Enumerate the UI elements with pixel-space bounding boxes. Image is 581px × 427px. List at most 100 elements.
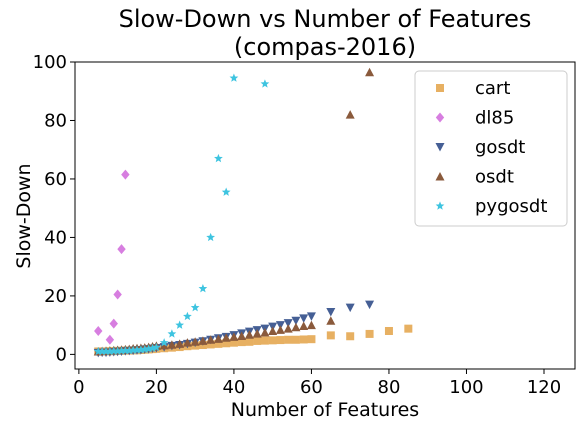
data-point-dl85-3 [113, 289, 122, 300]
data-point-dl85-2 [109, 318, 118, 329]
data-point-pygosdt-6 [117, 346, 126, 355]
chart-title-line-1: Slow-Down vs Number of Features [119, 5, 532, 33]
chart-title-line-2: (compas-2016) [234, 33, 416, 61]
data-point-pygosdt-12 [140, 344, 150, 354]
data-point-osdt-16 [159, 340, 169, 350]
x-tick-label: 60 [300, 377, 323, 398]
data-point-gosdt-32 [283, 319, 293, 328]
y-tick-label: 100 [33, 52, 67, 73]
data-point-cart-27 [245, 337, 254, 346]
data-point-osdt-29 [260, 327, 270, 337]
data-point-pygosdt-21 [198, 284, 208, 293]
data-point-gosdt-34 [299, 314, 309, 323]
data-point-pygosdt-14 [148, 343, 157, 352]
data-point-pygosdt-0 [93, 346, 103, 356]
data-point-pygosdt-3 [105, 346, 115, 356]
legend-items: cart dl85 gosdt osdt pygosdt [435, 78, 547, 217]
data-point-osdt-33 [291, 322, 301, 332]
data-point-cart-26 [237, 338, 246, 347]
x-tick-label: 120 [527, 377, 561, 398]
data-point-pygosdt-4 [109, 346, 119, 355]
data-point-osdt-22 [206, 335, 216, 344]
data-point-cart-29 [260, 336, 269, 345]
data-point-gosdt-35 [306, 312, 316, 321]
legend-label-gosdt: gosdt [475, 137, 525, 158]
x-tick-label: 20 [145, 377, 168, 398]
data-point-cart-31 [276, 336, 285, 345]
x-tick-label: 0 [73, 377, 84, 398]
data-point-pygosdt-19 [183, 311, 192, 321]
data-point-dl85-5 [121, 169, 130, 180]
legend-label-cart: cart [475, 78, 510, 99]
data-point-cart-22 [206, 340, 215, 349]
data-point-gosdt-38 [365, 300, 375, 310]
data-point-osdt-36 [326, 316, 336, 325]
data-point-gosdt-33 [291, 316, 301, 326]
y-tick-label: 60 [44, 169, 67, 190]
data-point-pygosdt-23 [214, 153, 223, 163]
plot-area-frame [74, 61, 576, 370]
data-point-pygosdt-11 [136, 345, 146, 354]
data-point-pygosdt-8 [124, 345, 134, 355]
data-point-pygosdt-24 [221, 187, 231, 196]
y-tick-label: 0 [56, 344, 67, 365]
x-axis-label: Number of Features [231, 399, 419, 421]
data-point-pygosdt-25 [229, 73, 239, 82]
data-point-osdt-38 [365, 67, 375, 77]
data-point-osdt-28 [252, 329, 262, 338]
x-tick-label: 80 [378, 377, 401, 398]
y-tick-label: 80 [44, 110, 67, 131]
legend-marker-osdt [435, 172, 445, 181]
data-point-dl85-1 [105, 334, 115, 345]
legend-marker-gosdt [435, 143, 445, 152]
data-point-pygosdt-13 [144, 344, 154, 353]
data-point-osdt-25 [229, 332, 239, 341]
data-point-pygosdt-26 [260, 79, 270, 88]
legend-box [414, 70, 568, 227]
data-point-gosdt-37 [345, 303, 355, 313]
data-point-pygosdt-7 [121, 345, 130, 355]
data-point-pygosdt-16 [159, 338, 169, 347]
data-point-pygosdt-9 [128, 345, 138, 355]
data-point-osdt-35 [306, 320, 316, 330]
data-point-osdt-20 [190, 337, 200, 346]
data-point-cart-37 [346, 332, 355, 341]
legend-marker-cart [436, 84, 444, 92]
data-point-pygosdt-10 [132, 345, 142, 354]
data-point-cart-36 [326, 331, 335, 340]
data-point-cart-32 [284, 335, 293, 344]
data-point-pygosdt-15 [152, 342, 161, 352]
y-tick-label: 40 [44, 227, 67, 248]
legend-marker-pygosdt [435, 201, 445, 210]
data-point-cart-30 [268, 336, 277, 345]
data-point-pygosdt-2 [101, 346, 111, 356]
data-point-cart-38 [365, 329, 374, 338]
data-point-cart-23 [214, 339, 223, 348]
legend: cart dl85 gosdt osdt pygosdt [414, 70, 568, 227]
data-point-osdt-37 [345, 110, 355, 119]
y-tick-label: 20 [44, 286, 67, 307]
data-point-osdt-26 [237, 331, 247, 340]
data-point-cart-39 [384, 326, 393, 335]
data-point-cart-33 [291, 335, 300, 344]
data-point-pygosdt-22 [206, 232, 216, 242]
y-axis-ticks: 0 20 40 60 80 100 [33, 52, 75, 365]
data-point-cart-25 [229, 338, 238, 347]
data-point-pygosdt-20 [190, 303, 200, 312]
y-axis-label: Slow-Down [13, 163, 35, 268]
data-point-osdt-23 [213, 334, 223, 343]
legend-label-dl85: dl85 [475, 108, 514, 129]
data-point-osdt-19 [182, 338, 192, 347]
data-point-cart-34 [299, 335, 308, 344]
data-point-dl85-4 [117, 244, 126, 255]
data-point-cart-40 [404, 324, 413, 333]
data-point-gosdt-36 [326, 307, 336, 317]
data-point-osdt-31 [275, 325, 285, 334]
plot-markers [93, 67, 413, 358]
data-point-osdt-21 [198, 336, 208, 345]
data-point-cart-24 [222, 339, 231, 348]
data-point-osdt-32 [283, 324, 293, 333]
legend-label-osdt: osdt [475, 167, 514, 188]
data-point-osdt-18 [175, 339, 185, 348]
